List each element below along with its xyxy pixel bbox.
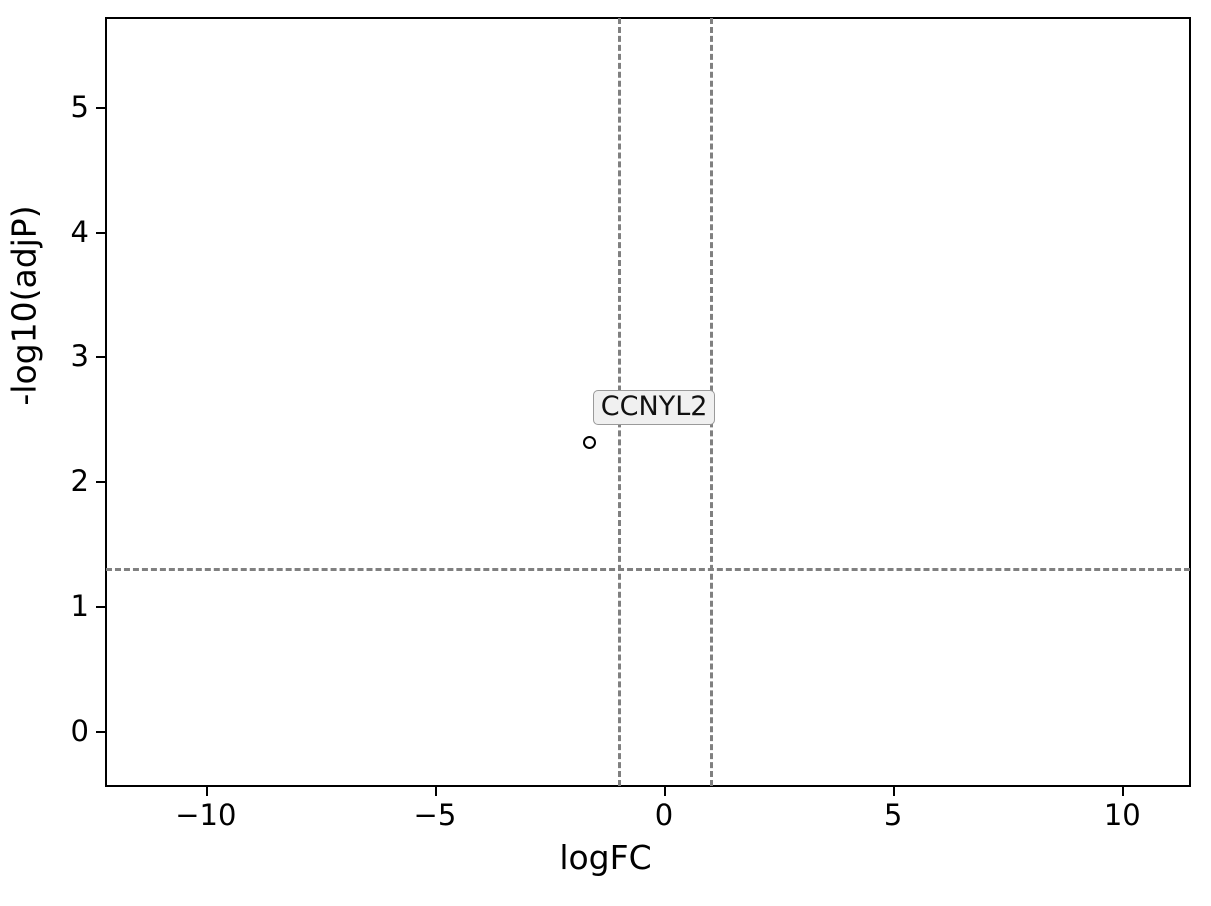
y-tick-mark xyxy=(96,606,105,609)
x-tick-label: 5 xyxy=(883,798,903,832)
y-tick-mark xyxy=(96,356,105,359)
y-tick-label: 0 xyxy=(70,713,89,748)
y-tick-label: 1 xyxy=(70,589,89,624)
x-tick-label: 10 xyxy=(1103,798,1141,832)
x-tick-label: −10 xyxy=(175,798,237,832)
y-tick-mark xyxy=(96,481,105,484)
y-tick-label: 5 xyxy=(70,89,89,124)
threshold-line-pvalue xyxy=(106,568,1190,572)
y-tick-label: 4 xyxy=(70,214,89,249)
gene-annotation-marker xyxy=(583,436,597,450)
y-tick-mark xyxy=(96,106,105,109)
x-tick-mark xyxy=(1122,787,1125,796)
x-tick-mark xyxy=(434,787,437,796)
y-axis-label: -log10(adjP) xyxy=(4,205,44,406)
y-tick-mark xyxy=(96,730,105,733)
x-tick-mark xyxy=(893,787,896,796)
x-axis-label: logFC xyxy=(559,838,652,877)
x-tick-mark xyxy=(205,787,208,796)
y-tick-label: 3 xyxy=(70,339,89,374)
x-tick-label: −5 xyxy=(413,798,457,832)
x-tick-label: 0 xyxy=(654,798,674,832)
y-tick-mark xyxy=(96,231,105,234)
x-tick-mark xyxy=(664,787,667,796)
y-tick-label: 2 xyxy=(70,464,89,499)
gene-annotation-label: CCNYL2 xyxy=(592,389,716,425)
